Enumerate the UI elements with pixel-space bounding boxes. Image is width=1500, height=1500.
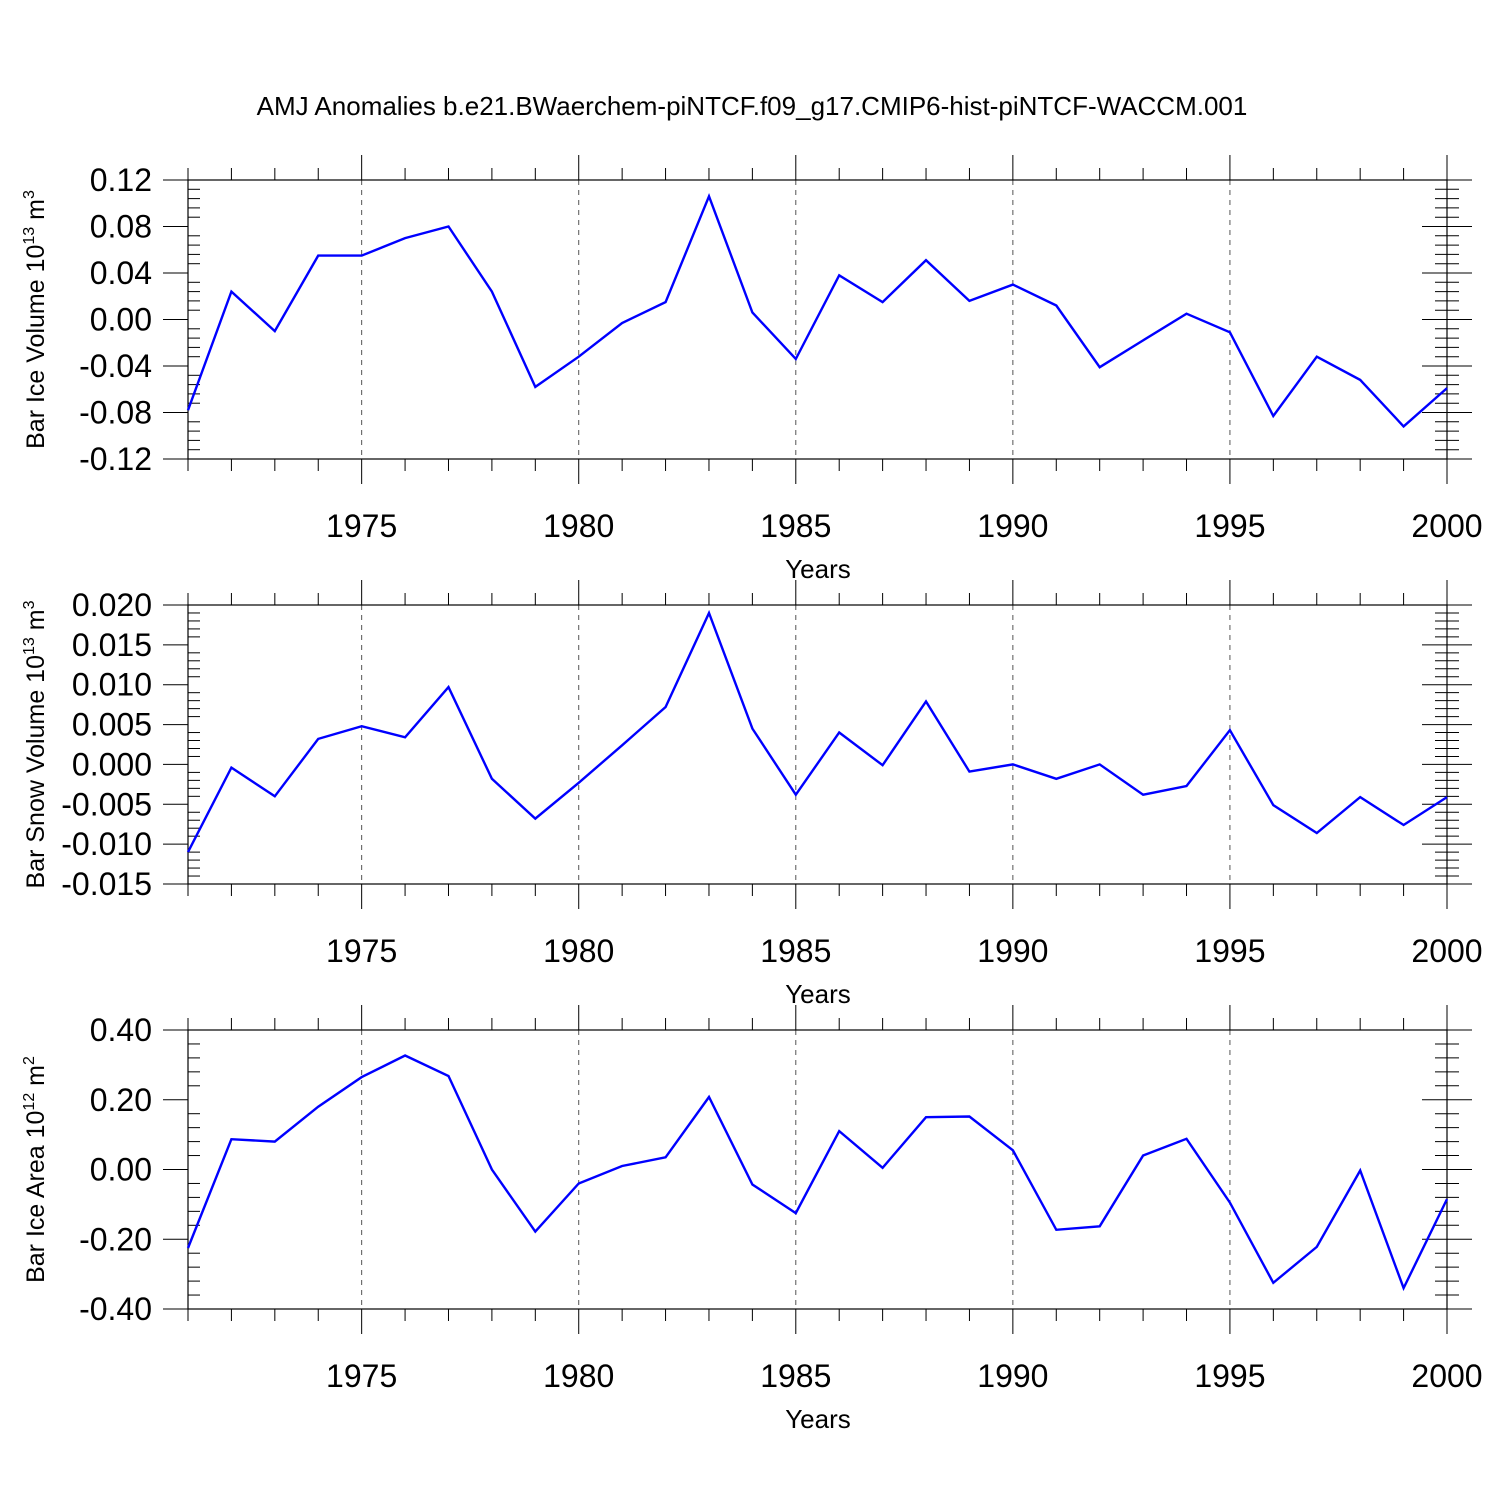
y-tick-label: -0.015	[61, 866, 152, 902]
x-tick-label: 1980	[543, 933, 614, 969]
x-axis-label: Years	[785, 979, 851, 1009]
plot-frame	[187, 604, 1448, 885]
x-tick-label: 1990	[977, 1358, 1048, 1394]
series-line	[186, 1054, 1449, 1292]
y-tick-label: 0.00	[90, 1152, 152, 1188]
x-tick-label: 1985	[760, 933, 831, 969]
y-tick-label: 0.40	[90, 1012, 152, 1048]
y-tick-label: 0.015	[72, 627, 152, 663]
x-tick-label: 1985	[760, 1358, 831, 1394]
y-axis-label-part: 13	[21, 227, 38, 245]
y-tick-label: -0.12	[79, 441, 152, 477]
y-axis-label-part: 3	[21, 600, 38, 609]
y-axis-label-part: 13	[21, 637, 38, 655]
x-tick-label: 1975	[326, 508, 397, 544]
y-axis-label-part: m	[22, 609, 50, 637]
x-tick-label: 1980	[543, 1358, 614, 1394]
y-tick-label: 0.12	[90, 162, 152, 198]
y-tick-label: -0.010	[61, 826, 152, 862]
x-axis-label: Years	[785, 554, 851, 584]
x-tick-label: 1990	[977, 933, 1048, 969]
x-tick-label: 1975	[326, 1358, 397, 1394]
y-tick-label: 0.010	[72, 667, 152, 703]
x-tick-label: 1990	[977, 508, 1048, 544]
x-tick-label: 1995	[1194, 1358, 1265, 1394]
y-tick-label: 0.00	[90, 302, 152, 338]
y-tick-label: -0.005	[61, 786, 152, 822]
x-tick-label: 1995	[1194, 508, 1265, 544]
y-tick-label: 0.04	[90, 255, 152, 291]
series-line	[186, 193, 1448, 429]
chart-panel-1: -0.12 -0.08 -0.04 0.00 0.04 0.08 0.12 1975 1980 1…	[21, 155, 1483, 584]
y-axis-label-part: 2	[21, 1056, 38, 1065]
y-axis-label: Bar Ice Volume 1013 m3	[21, 190, 50, 449]
x-tick-label: 2000	[1411, 1358, 1482, 1394]
figure-title: AMJ Anomalies b.e21.BWaerchem-piNTCF.f09…	[257, 91, 1248, 121]
y-tick-label: 0.20	[90, 1082, 152, 1118]
chart-panel-3: -0.40 -0.20 0.00 0.20 0.40 1975 1980 1985 1990 19…	[21, 1005, 1483, 1434]
panels: -0.12 -0.08 -0.04 0.00 0.04 0.08 0.12 1975 1980 1…	[21, 155, 1483, 1434]
x-tick-label: 2000	[1411, 508, 1482, 544]
y-axis-label-part: Bar Ice Area 10	[22, 1111, 50, 1283]
y-tick-label: 0.000	[72, 746, 152, 782]
series-line	[186, 609, 1448, 853]
y-axis-label-part: m	[22, 1065, 50, 1093]
y-axis-label-part: 3	[21, 190, 38, 199]
y-tick-label: -0.40	[79, 1291, 152, 1327]
y-tick-label: -0.08	[79, 395, 152, 431]
y-tick-label: 0.005	[72, 707, 152, 743]
y-axis-label: Bar Ice Area 1012 m2	[21, 1056, 50, 1283]
y-tick-label: 0.020	[72, 587, 152, 623]
plot-frame	[187, 1029, 1448, 1310]
y-axis-label-part: 12	[21, 1093, 38, 1111]
y-axis-label: Bar Snow Volume 1013 m3	[21, 600, 50, 888]
y-tick-label: 0.08	[90, 209, 152, 245]
x-axis-label: Years	[785, 1404, 851, 1434]
y-axis-label-part: Bar Ice Volume 10	[22, 245, 50, 449]
x-tick-label: 1995	[1194, 933, 1265, 969]
x-tick-label: 1980	[543, 508, 614, 544]
y-tick-label: -0.20	[79, 1221, 152, 1257]
x-tick-label: 1985	[760, 508, 831, 544]
y-tick-label: -0.04	[79, 348, 152, 384]
x-tick-label: 1975	[326, 933, 397, 969]
y-axis-label-part: Bar Snow Volume 10	[22, 655, 50, 888]
x-tick-label: 2000	[1411, 933, 1482, 969]
y-axis-label-part: m	[22, 199, 50, 227]
